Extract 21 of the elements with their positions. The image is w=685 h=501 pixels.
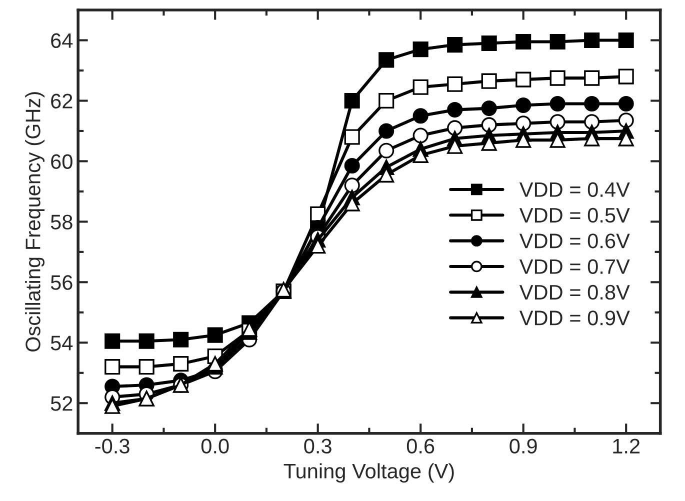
y-tick-label: 52 [50, 396, 72, 411]
legend-label: VDD = 0.9V [519, 310, 630, 326]
x-tick-label: 0.6 [406, 438, 434, 454]
legend-label: VDD = 0.5V [519, 208, 630, 223]
x-tick-label: 0.0 [201, 438, 229, 454]
y-tick-label: 64 [51, 33, 73, 48]
y-tick-label: 60 [51, 154, 72, 169]
x-axis-title: Tuning Voltage (V) [284, 463, 454, 483]
legend-label: VDD = 0.4V [519, 182, 630, 197]
y-tick-label: 58 [50, 214, 72, 230]
x-tick-label: 1.2 [613, 438, 640, 454]
x-tick-label: 0.9 [510, 438, 537, 454]
x-tick-label: 0.3 [304, 438, 332, 454]
x-tick-label: -0.3 [95, 438, 130, 454]
legend-label: VDD = 0.7V [519, 259, 630, 274]
y-tick-label: 54 [50, 336, 73, 350]
legend-label: VDD = 0.6V [519, 234, 630, 248]
legend-label: VDD = 0.8V [519, 284, 630, 300]
y-tick-label: 56 [50, 275, 72, 290]
y-tick-label: 62 [51, 94, 72, 108]
y-axis-title: Oscillating Frequency (GHz) [25, 92, 45, 352]
